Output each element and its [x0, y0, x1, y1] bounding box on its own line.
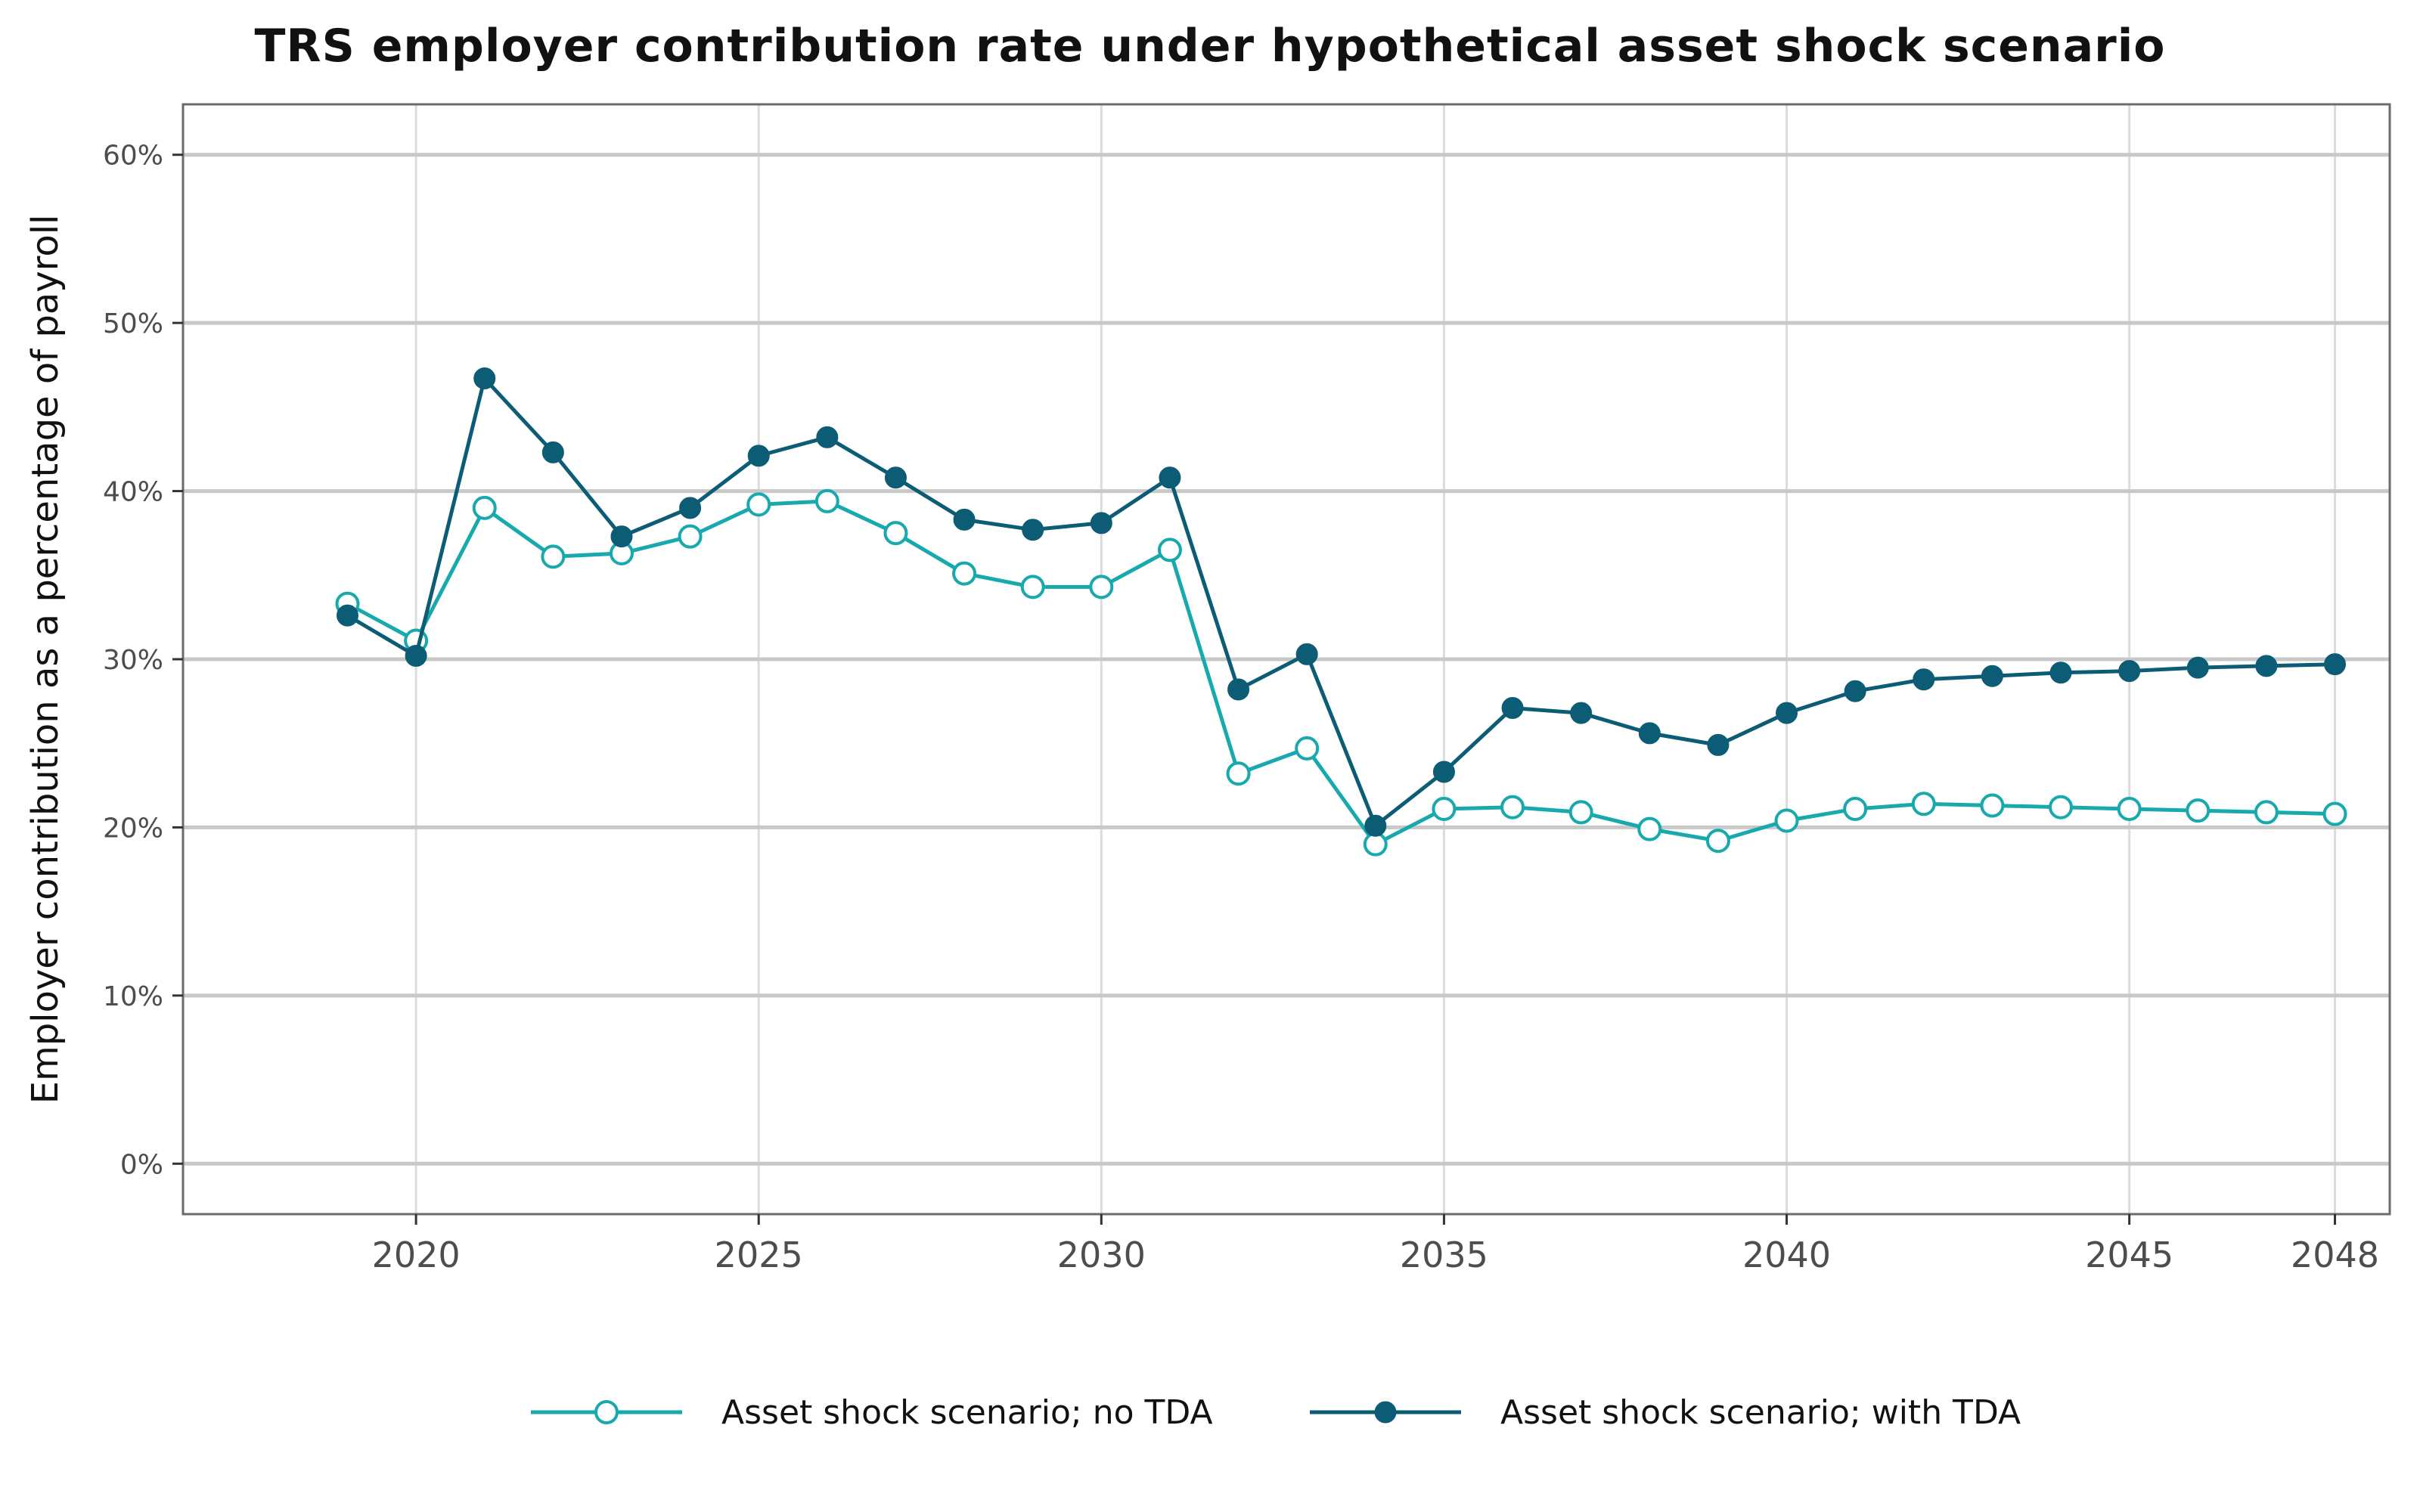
- legend-label-2: Asset shock scenario; with TDA: [1500, 1393, 2021, 1432]
- data-point-series-1: [1911, 792, 1936, 816]
- data-point-series-2: [405, 645, 427, 668]
- legend-marker-2: [1374, 1401, 1397, 1424]
- data-point-series-2: [1022, 519, 1044, 541]
- y-tick-label: 60%: [103, 141, 163, 172]
- data-point-series-1: [2322, 801, 2347, 826]
- x-tick-label: 2045: [2085, 1235, 2173, 1275]
- data-point-series-2: [747, 445, 770, 467]
- data-point-series-1: [678, 524, 703, 549]
- data-point-series-2: [1227, 678, 1250, 701]
- data-point-series-1: [883, 521, 908, 546]
- y-tick-label: 20%: [103, 813, 163, 844]
- data-point-series-2: [1570, 702, 1593, 724]
- legend-label-1: Asset shock scenario; no TDA: [721, 1393, 1213, 1432]
- y-tick-label: 10%: [103, 981, 163, 1012]
- data-point-series-2: [610, 525, 633, 548]
- data-point-series-2: [1707, 733, 1730, 756]
- data-point-series-1: [2117, 796, 2142, 821]
- data-point-series-1: [1226, 761, 1251, 786]
- data-point-series-1: [1363, 832, 1388, 857]
- data-point-series-2: [1090, 512, 1112, 534]
- data-point-series-2: [1159, 466, 1181, 489]
- data-point-series-1: [2254, 800, 2279, 825]
- x-tick-label: 2035: [1400, 1235, 1488, 1275]
- data-point-series-1: [1705, 829, 1730, 854]
- data-point-series-1: [1980, 793, 2005, 818]
- data-point-series-2: [1844, 680, 1866, 702]
- data-point-series-2: [541, 441, 564, 463]
- x-tick-label: 2048: [2291, 1235, 2379, 1275]
- data-point-series-1: [1295, 736, 1320, 761]
- data-point-series-1: [1432, 796, 1457, 821]
- data-point-series-1: [1157, 538, 1182, 562]
- data-point-series-1: [2049, 795, 2074, 820]
- data-point-series-1: [1843, 796, 1868, 821]
- series-line-2: [346, 376, 2335, 828]
- data-point-series-2: [1981, 665, 2003, 687]
- data-point-series-2: [953, 508, 976, 531]
- data-point-series-1: [2186, 798, 2211, 823]
- data-point-series-1: [1089, 575, 1114, 600]
- data-point-series-1: [541, 544, 566, 569]
- data-point-series-2: [679, 497, 702, 519]
- y-tick-label: 0%: [120, 1149, 163, 1180]
- data-point-series-1: [814, 488, 839, 513]
- data-point-series-2: [816, 426, 839, 448]
- data-point-series-2: [1295, 643, 1318, 665]
- data-point-series-2: [884, 466, 907, 489]
- data-point-series-2: [1638, 722, 1661, 745]
- data-point-series-2: [1364, 814, 1387, 837]
- x-tick-label: 2020: [372, 1235, 461, 1275]
- data-point-series-2: [1432, 761, 1455, 783]
- y-axis-label: Employer contribution as a percentage of…: [24, 215, 67, 1105]
- data-point-series-2: [473, 367, 496, 390]
- data-point-series-2: [1913, 668, 1935, 691]
- data-point-series-1: [472, 495, 497, 520]
- data-point-series-1: [1774, 808, 1799, 833]
- x-tick-label: 2040: [1742, 1235, 1831, 1275]
- x-tick-label: 2030: [1057, 1235, 1146, 1275]
- data-point-series-1: [1637, 816, 1662, 841]
- data-point-series-2: [1501, 697, 1524, 720]
- chart-title: TRS employer contribution rate under hyp…: [254, 20, 2166, 73]
- data-point-series-2: [2049, 662, 2072, 684]
- data-point-series-1: [746, 492, 771, 517]
- data-point-series-1: [1568, 800, 1593, 825]
- data-point-series-2: [2118, 660, 2141, 683]
- data-point-series-1: [1020, 575, 1045, 600]
- y-tick-label: 30%: [103, 645, 163, 676]
- y-tick-label: 40%: [103, 477, 163, 508]
- x-tick-label: 2025: [715, 1235, 803, 1275]
- data-point-series-2: [2255, 655, 2278, 677]
- y-tick-label: 50%: [103, 308, 163, 339]
- data-point-series-1: [952, 561, 977, 586]
- legend-marker-1: [594, 1400, 619, 1424]
- data-point-series-2: [336, 604, 358, 627]
- data-point-series-2: [2324, 653, 2347, 676]
- data-point-series-2: [2186, 656, 2209, 679]
- data-point-series-2: [1776, 702, 1798, 724]
- data-point-series-1: [1500, 795, 1525, 820]
